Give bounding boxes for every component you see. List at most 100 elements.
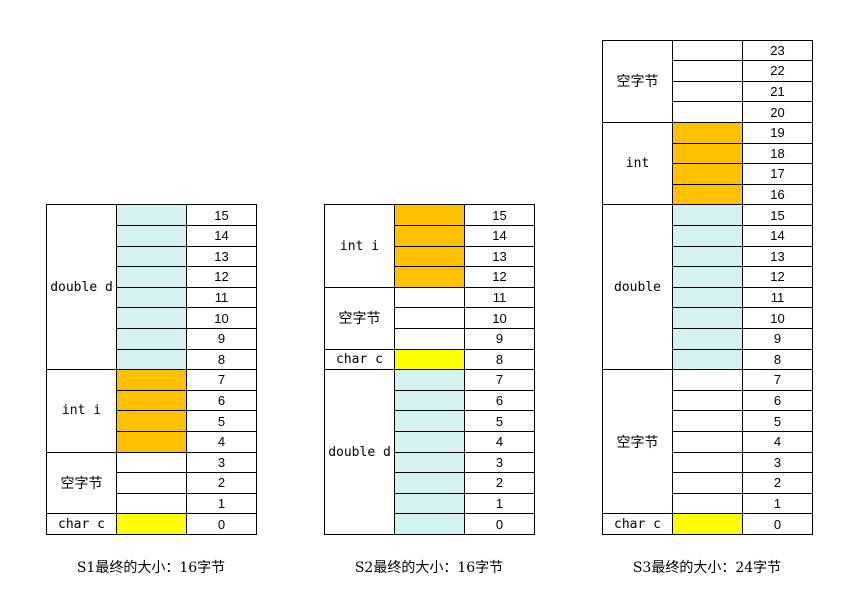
byte-offset: 4: [464, 431, 535, 453]
byte-cell-double: [394, 431, 465, 453]
byte-cell-padding: [672, 39, 743, 62]
byte-offset: 9: [742, 328, 813, 350]
byte-offset: 18: [742, 142, 813, 165]
byte-cell-padding: [672, 410, 743, 432]
byte-cell-padding: [672, 101, 743, 123]
byte-offset: 7: [186, 369, 257, 391]
byte-offset: 8: [186, 348, 257, 371]
byte-cell-padding: [116, 451, 187, 474]
byte-cell-double: [672, 328, 743, 350]
member-label: 空字节: [602, 39, 673, 123]
byte-cell-double: [116, 328, 187, 350]
byte-cell-double: [672, 307, 743, 329]
byte-cell-double: [116, 204, 187, 226]
byte-cell-padding: [116, 472, 187, 494]
byte-offset: 9: [186, 328, 257, 350]
struct-size-caption: S2最终的大小：16字节: [354, 560, 504, 576]
byte-offset: 1: [464, 492, 535, 515]
byte-offset: 0: [464, 513, 535, 535]
byte-cell-double: [394, 369, 465, 391]
byte-cell-double: [394, 389, 465, 412]
byte-cell-double: [672, 245, 743, 268]
byte-cell-int: [116, 410, 187, 432]
byte-offset: 10: [186, 307, 257, 329]
byte-cell-int: [394, 245, 465, 268]
byte-cell-double: [394, 513, 465, 535]
byte-offset: 3: [186, 451, 257, 474]
byte-cell-double: [672, 348, 743, 371]
byte-offset: 12: [186, 266, 257, 288]
byte-offset: 14: [186, 225, 257, 247]
byte-cell-double: [394, 410, 465, 432]
byte-cell-padding: [672, 369, 743, 391]
byte-cell-padding: [394, 307, 465, 329]
byte-cell-padding: [672, 80, 743, 103]
byte-offset: 11: [186, 286, 257, 309]
byte-offset: 6: [742, 389, 813, 412]
byte-offset: 6: [186, 389, 257, 412]
byte-offset: 3: [464, 451, 535, 474]
byte-offset: 21: [742, 80, 813, 103]
member-label: char c: [46, 513, 117, 535]
byte-cell-char: [394, 348, 465, 371]
byte-offset: 13: [464, 245, 535, 268]
byte-cell-padding: [672, 431, 743, 453]
byte-cell-padding: [394, 286, 465, 309]
byte-cell-padding: [672, 389, 743, 412]
byte-offset: 10: [742, 307, 813, 329]
byte-cell-double: [116, 348, 187, 371]
byte-offset: 17: [742, 163, 813, 185]
byte-offset: 5: [742, 410, 813, 432]
byte-offset: 1: [742, 492, 813, 515]
byte-offset: 2: [742, 472, 813, 494]
byte-offset: 13: [742, 245, 813, 268]
byte-offset: 14: [464, 225, 535, 247]
byte-offset: 12: [464, 266, 535, 288]
struct-size-caption: S1最终的大小：16字节: [76, 560, 226, 576]
byte-offset: 8: [742, 348, 813, 371]
byte-offset: 4: [742, 431, 813, 453]
byte-cell-double: [116, 225, 187, 247]
byte-cell-int: [116, 369, 187, 391]
byte-cell-int: [116, 389, 187, 412]
member-label: int i: [46, 369, 117, 453]
byte-cell-int: [672, 142, 743, 165]
byte-cell-padding: [116, 492, 187, 515]
byte-offset: 16: [742, 183, 813, 206]
byte-offset: 15: [742, 204, 813, 226]
byte-offset: 22: [742, 60, 813, 82]
byte-cell-char: [672, 513, 743, 535]
byte-cell-double: [116, 286, 187, 309]
byte-cell-padding: [672, 60, 743, 82]
byte-cell-int: [672, 163, 743, 185]
byte-cell-padding: [672, 451, 743, 474]
byte-offset: 3: [742, 451, 813, 474]
byte-offset: 7: [464, 369, 535, 391]
byte-cell-double: [672, 204, 743, 226]
member-label: char c: [324, 348, 395, 371]
byte-cell-padding: [394, 328, 465, 350]
member-label: 空字节: [46, 451, 117, 515]
byte-cell-int: [394, 204, 465, 226]
byte-offset: 10: [464, 307, 535, 329]
byte-offset: 12: [742, 266, 813, 288]
byte-offset: 0: [186, 513, 257, 535]
byte-cell-int: [394, 266, 465, 288]
byte-cell-int: [672, 183, 743, 206]
member-label: double: [602, 204, 673, 371]
struct-size-caption: S3最终的大小：24字节: [632, 560, 782, 576]
byte-offset: 2: [186, 472, 257, 494]
member-label: double d: [324, 369, 395, 535]
byte-cell-double: [672, 225, 743, 247]
byte-offset: 15: [186, 204, 257, 226]
byte-cell-double: [394, 472, 465, 494]
member-label: int i: [324, 204, 395, 288]
byte-cell-padding: [672, 492, 743, 515]
byte-offset: 2: [464, 472, 535, 494]
byte-offset: 4: [186, 431, 257, 453]
byte-cell-int: [394, 225, 465, 247]
byte-offset: 8: [464, 348, 535, 371]
byte-offset: 23: [742, 39, 813, 62]
member-label: char c: [602, 513, 673, 535]
byte-cell-double: [672, 286, 743, 309]
